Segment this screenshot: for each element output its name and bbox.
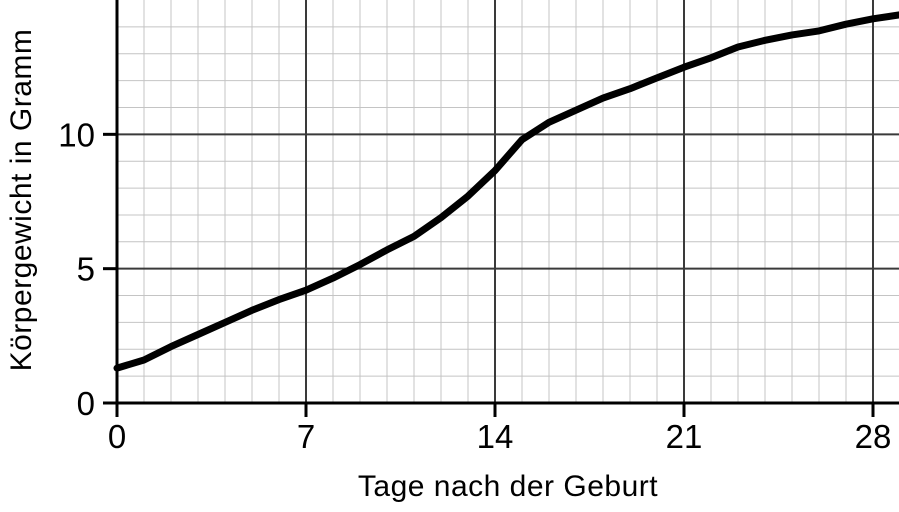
x-tick-label: 7	[297, 418, 315, 455]
x-tick-label: 0	[108, 418, 126, 455]
growth-curve	[113, 11, 899, 372]
x-tick-label: 28	[855, 418, 892, 455]
y-tick-label: 0	[77, 385, 95, 422]
y-tick-label: 10	[58, 116, 95, 153]
x-tick-label: 21	[666, 418, 703, 455]
y-axis-title: Körpergewicht in Gramm	[5, 28, 38, 372]
y-tick-label: 5	[77, 251, 95, 288]
x-tick-label: 14	[477, 418, 514, 455]
x-axis-title: Tage nach der Geburt	[357, 470, 659, 503]
